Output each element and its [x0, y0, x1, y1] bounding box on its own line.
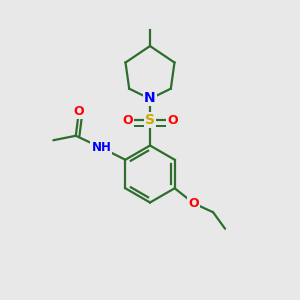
Text: O: O: [188, 197, 199, 210]
Text: NH: NH: [92, 141, 111, 154]
Text: O: O: [167, 113, 178, 127]
Text: N: N: [144, 91, 156, 104]
Text: O: O: [74, 105, 84, 118]
Text: O: O: [122, 113, 133, 127]
Text: S: S: [145, 113, 155, 127]
